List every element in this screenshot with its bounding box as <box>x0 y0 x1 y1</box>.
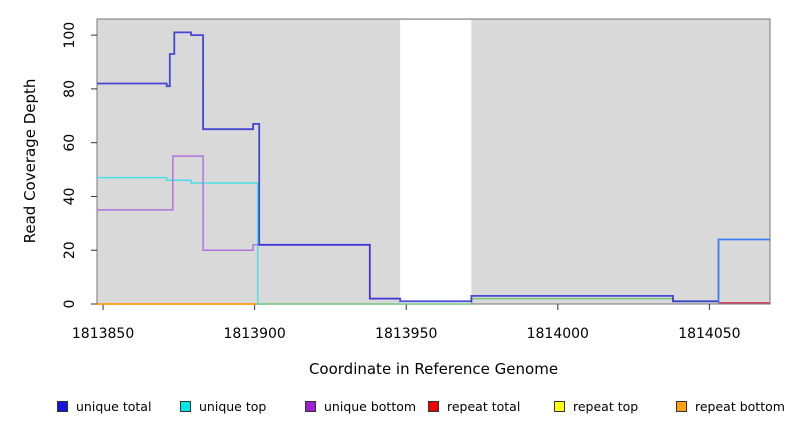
no-data-band <box>400 20 472 304</box>
y-tick-label: 60 <box>62 134 78 152</box>
x-tick-label: 1814050 <box>678 326 740 342</box>
series-unique-total-unique-top-overlap <box>717 238 770 303</box>
x-tick-label: 1813850 <box>72 326 134 342</box>
y-tick-label: 100 <box>62 22 78 49</box>
y-tick-label: 40 <box>62 188 78 206</box>
y-tick-label: 20 <box>62 241 78 259</box>
x-axis-label: Coordinate in Reference Genome <box>308 360 559 378</box>
x-tick-label: 1813900 <box>223 326 285 342</box>
y-tick-label: 0 <box>62 300 78 309</box>
y-tick-label: 80 <box>62 80 78 98</box>
y-axis-label: Read Coverage Depth <box>21 78 39 244</box>
series-unique-top <box>97 176 264 305</box>
series-unique-total <box>97 31 719 303</box>
x-tick-label: 1813950 <box>375 326 437 342</box>
x-tick-label: 1814000 <box>527 326 589 342</box>
